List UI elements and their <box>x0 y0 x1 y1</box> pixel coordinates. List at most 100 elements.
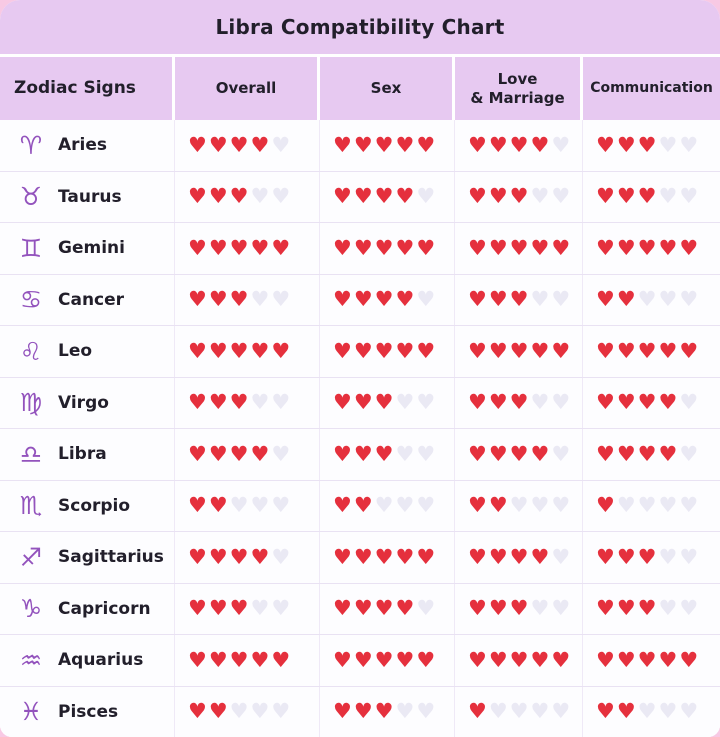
heart-filled-icon: ♥ <box>488 544 508 569</box>
zodiac-sign-name: Pisces <box>58 701 119 722</box>
heart-empty-icon: ♥ <box>551 390 571 415</box>
heart-filled-icon: ♥ <box>530 338 550 363</box>
heart-filled-icon: ♥ <box>509 287 529 312</box>
heart-empty-icon: ♥ <box>679 184 699 209</box>
heart-filled-icon: ♥ <box>374 132 394 157</box>
aquarius-zodiac-icon: ♒ <box>19 645 43 675</box>
heart-filled-icon: ♥ <box>250 441 270 466</box>
heart-filled-icon: ♥ <box>208 544 228 569</box>
heart-filled-icon: ♥ <box>250 338 270 363</box>
heart-filled-icon: ♥ <box>468 441 487 466</box>
rating-sex: ♥ ♥ ♥ ♥ ♥ <box>320 274 455 325</box>
heart-filled-icon: ♥ <box>488 184 508 209</box>
heart-filled-icon: ♥ <box>596 493 615 518</box>
heart-filled-icon: ♥ <box>208 287 228 312</box>
rating-sex: ♥ ♥ ♥ ♥ ♥ <box>320 120 455 171</box>
rating-overall: ♥ ♥ ♥ ♥ ♥ <box>175 532 320 583</box>
heart-filled-icon: ♥ <box>596 338 615 363</box>
heart-filled-icon: ♥ <box>333 647 352 672</box>
table-header-row: Zodiac Signs Overall Sex Love & Marriage… <box>0 57 720 120</box>
table-row: ♋ Cancer ♥ ♥ ♥ ♥ ♥ ♥ ♥ ♥ ♥ ♥ ♥ ♥ ♥ ♥ ♥ ♥ ♥ ♥ ♥ ♥ <box>0 274 720 326</box>
heart-filled-icon: ♥ <box>509 184 529 209</box>
heart-filled-icon: ♥ <box>208 338 228 363</box>
heart-filled-icon: ♥ <box>229 132 249 157</box>
heart-filled-icon: ♥ <box>616 235 636 260</box>
rating-overall: ♥ ♥ ♥ ♥ ♥ <box>175 583 320 634</box>
heart-empty-icon: ♥ <box>271 184 291 209</box>
heart-filled-icon: ♥ <box>395 596 415 621</box>
table-row: ♏ Scorpio ♥ ♥ ♥ ♥ ♥ ♥ ♥ ♥ ♥ ♥ ♥ ♥ ♥ ♥ ♥ ♥ ♥ ♥ ♥ ♥ <box>0 480 720 532</box>
heart-filled-icon: ♥ <box>250 235 270 260</box>
capricorn-zodiac-icon: ♑ <box>19 594 43 624</box>
aries-zodiac-icon: ♈ <box>19 130 43 160</box>
heart-filled-icon: ♥ <box>374 596 394 621</box>
heart-filled-icon: ♥ <box>229 287 249 312</box>
heart-filled-icon: ♥ <box>637 596 657 621</box>
heart-filled-icon: ♥ <box>208 647 228 672</box>
heart-filled-icon: ♥ <box>637 338 657 363</box>
heart-filled-icon: ♥ <box>616 338 636 363</box>
rating-love-marriage: ♥ ♥ ♥ ♥ ♥ <box>455 377 583 428</box>
heart-empty-icon: ♥ <box>658 287 678 312</box>
rating-communication: ♥ ♥ ♥ ♥ ♥ <box>583 532 720 583</box>
heart-filled-icon: ♥ <box>229 544 249 569</box>
rating-communication: ♥ ♥ ♥ ♥ ♥ <box>583 687 720 737</box>
heart-filled-icon: ♥ <box>596 132 615 157</box>
heart-filled-icon: ♥ <box>188 235 207 260</box>
heart-filled-icon: ♥ <box>188 647 207 672</box>
heart-empty-icon: ♥ <box>271 132 291 157</box>
heart-filled-icon: ♥ <box>637 647 657 672</box>
heart-filled-icon: ♥ <box>416 338 436 363</box>
table-row: ♓ Pisces ♥ ♥ ♥ ♥ ♥ ♥ ♥ ♥ ♥ ♥ ♥ ♥ ♥ ♥ ♥ ♥ ♥ ♥ ♥ ♥ <box>0 686 720 737</box>
heart-filled-icon: ♥ <box>208 699 228 724</box>
heart-filled-icon: ♥ <box>353 390 373 415</box>
heart-filled-icon: ♥ <box>229 184 249 209</box>
heart-empty-icon: ♥ <box>679 287 699 312</box>
rating-love-marriage: ♥ ♥ ♥ ♥ ♥ <box>455 223 583 274</box>
heart-filled-icon: ♥ <box>616 132 636 157</box>
heart-empty-icon: ♥ <box>416 493 436 518</box>
heart-filled-icon: ♥ <box>250 132 270 157</box>
heart-filled-icon: ♥ <box>658 235 678 260</box>
rating-communication: ♥ ♥ ♥ ♥ ♥ <box>583 429 720 480</box>
libra-zodiac-icon: ♎ <box>19 439 43 469</box>
zodiac-sign-cell: ♒ Aquarius <box>0 635 175 686</box>
heart-filled-icon: ♥ <box>271 647 291 672</box>
heart-empty-icon: ♥ <box>530 184 550 209</box>
rating-sex: ♥ ♥ ♥ ♥ ♥ <box>320 171 455 222</box>
heart-empty-icon: ♥ <box>509 699 529 724</box>
rating-sex: ♥ ♥ ♥ ♥ ♥ <box>320 377 455 428</box>
heart-empty-icon: ♥ <box>637 287 657 312</box>
scorpio-zodiac-icon: ♏ <box>19 491 43 521</box>
heart-filled-icon: ♥ <box>353 647 373 672</box>
zodiac-sign-cell: ♓ Pisces <box>0 686 175 737</box>
heart-filled-icon: ♥ <box>188 390 207 415</box>
heart-filled-icon: ♥ <box>468 493 487 518</box>
zodiac-sign-cell: ♉ Taurus <box>0 171 175 222</box>
column-header-overall: Overall <box>175 57 320 120</box>
table-row: ♍ Virgo ♥ ♥ ♥ ♥ ♥ ♥ ♥ ♥ ♥ ♥ ♥ ♥ ♥ ♥ ♥ ♥ ♥ ♥ ♥ ♥ <box>0 377 720 429</box>
heart-filled-icon: ♥ <box>530 132 550 157</box>
heart-empty-icon: ♥ <box>271 544 291 569</box>
compat-table-body: ♈ Aries ♥ ♥ ♥ ♥ ♥ ♥ ♥ ♥ ♥ ♥ ♥ ♥ ♥ ♥ ♥ ♥ ♥ ♥ ♥ ♥ ♉ Taurus ♥ ♥ ♥ ♥ ♥ ♥ ♥… <box>0 120 720 737</box>
heart-filled-icon: ♥ <box>530 544 550 569</box>
heart-empty-icon: ♥ <box>530 390 550 415</box>
heart-filled-icon: ♥ <box>488 235 508 260</box>
heart-filled-icon: ♥ <box>637 132 657 157</box>
heart-empty-icon: ♥ <box>416 699 436 724</box>
heart-filled-icon: ♥ <box>468 596 487 621</box>
heart-filled-icon: ♥ <box>616 287 636 312</box>
table-row: ♊ Gemini ♥ ♥ ♥ ♥ ♥ ♥ ♥ ♥ ♥ ♥ ♥ ♥ ♥ ♥ ♥ ♥ ♥ ♥ ♥ ♥ <box>0 223 720 275</box>
zodiac-sign-name: Taurus <box>58 186 122 207</box>
heart-filled-icon: ♥ <box>488 287 508 312</box>
heart-filled-icon: ♥ <box>208 493 228 518</box>
heart-empty-icon: ♥ <box>679 596 699 621</box>
rating-overall: ♥ ♥ ♥ ♥ ♥ <box>175 326 320 377</box>
heart-filled-icon: ♥ <box>468 647 487 672</box>
table-row: ♌ Leo ♥ ♥ ♥ ♥ ♥ ♥ ♥ ♥ ♥ ♥ ♥ ♥ ♥ ♥ ♥ ♥ ♥ ♥ ♥ ♥ <box>0 326 720 378</box>
heart-filled-icon: ♥ <box>596 544 615 569</box>
heart-filled-icon: ♥ <box>616 596 636 621</box>
heart-filled-icon: ♥ <box>488 390 508 415</box>
rating-overall: ♥ ♥ ♥ ♥ ♥ <box>175 171 320 222</box>
heart-filled-icon: ♥ <box>468 544 487 569</box>
